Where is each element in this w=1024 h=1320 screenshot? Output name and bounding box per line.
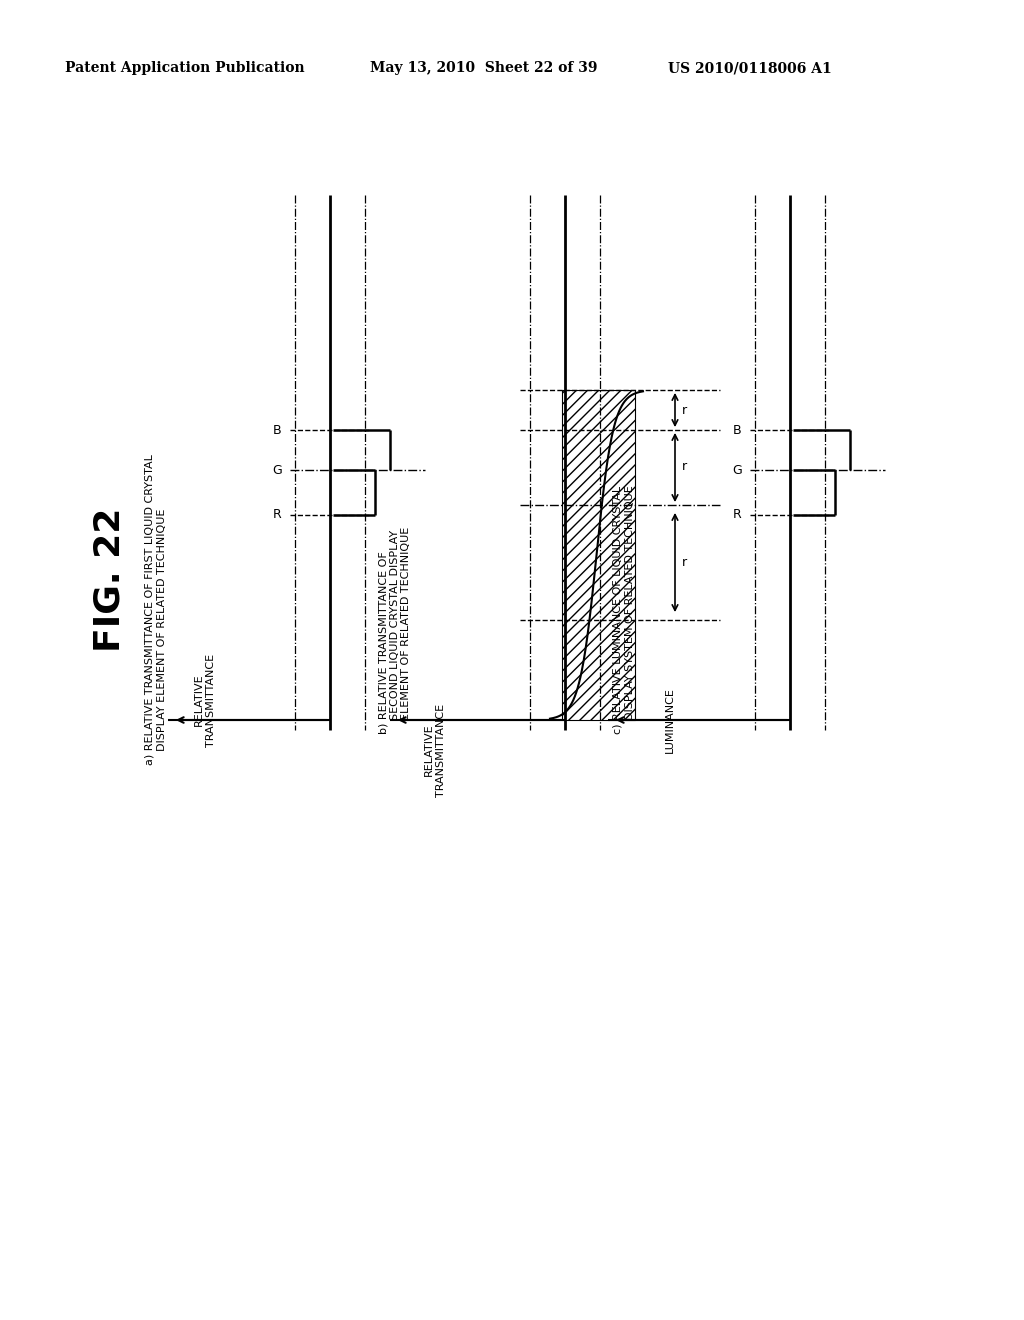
Text: b) RELATIVE TRANSMITTANCE OF
    SECOND LIQUID CRYSTAL DISPLAY
    ELEMENT OF RE: b) RELATIVE TRANSMITTANCE OF SECOND LIQU… — [378, 527, 412, 734]
Text: B: B — [733, 424, 741, 437]
Text: US 2010/0118006 A1: US 2010/0118006 A1 — [668, 61, 831, 75]
Text: r: r — [682, 556, 687, 569]
Text: c) RELATIVE LUMINANCE OF LIQUID CRYSTAL
    DISPLAY SYSTEM OF RELATED TECHNIQUE: c) RELATIVE LUMINANCE OF LIQUID CRYSTAL … — [613, 486, 635, 734]
Text: B: B — [272, 424, 282, 437]
Text: LUMINANCE: LUMINANCE — [665, 688, 675, 752]
Text: G: G — [272, 463, 282, 477]
Text: r: r — [682, 461, 687, 474]
Text: G: G — [732, 463, 741, 477]
Text: RELATIVE
TRANSMITTANCE: RELATIVE TRANSMITTANCE — [195, 653, 216, 747]
Text: R: R — [272, 508, 282, 521]
Text: FIG. 22: FIG. 22 — [92, 508, 126, 652]
Text: R: R — [732, 508, 741, 521]
Text: Patent Application Publication: Patent Application Publication — [65, 61, 304, 75]
Text: a) RELATIVE TRANSMITTANCE OF FIRST LIQUID CRYSTAL
    DISPLAY ELEMENT OF RELATED: a) RELATIVE TRANSMITTANCE OF FIRST LIQUI… — [145, 454, 167, 766]
Text: r: r — [682, 404, 687, 417]
Bar — [562, 389, 635, 719]
Text: May 13, 2010  Sheet 22 of 39: May 13, 2010 Sheet 22 of 39 — [370, 61, 597, 75]
Text: RELATIVE
TRANSMITTANCE: RELATIVE TRANSMITTANCE — [424, 704, 445, 796]
